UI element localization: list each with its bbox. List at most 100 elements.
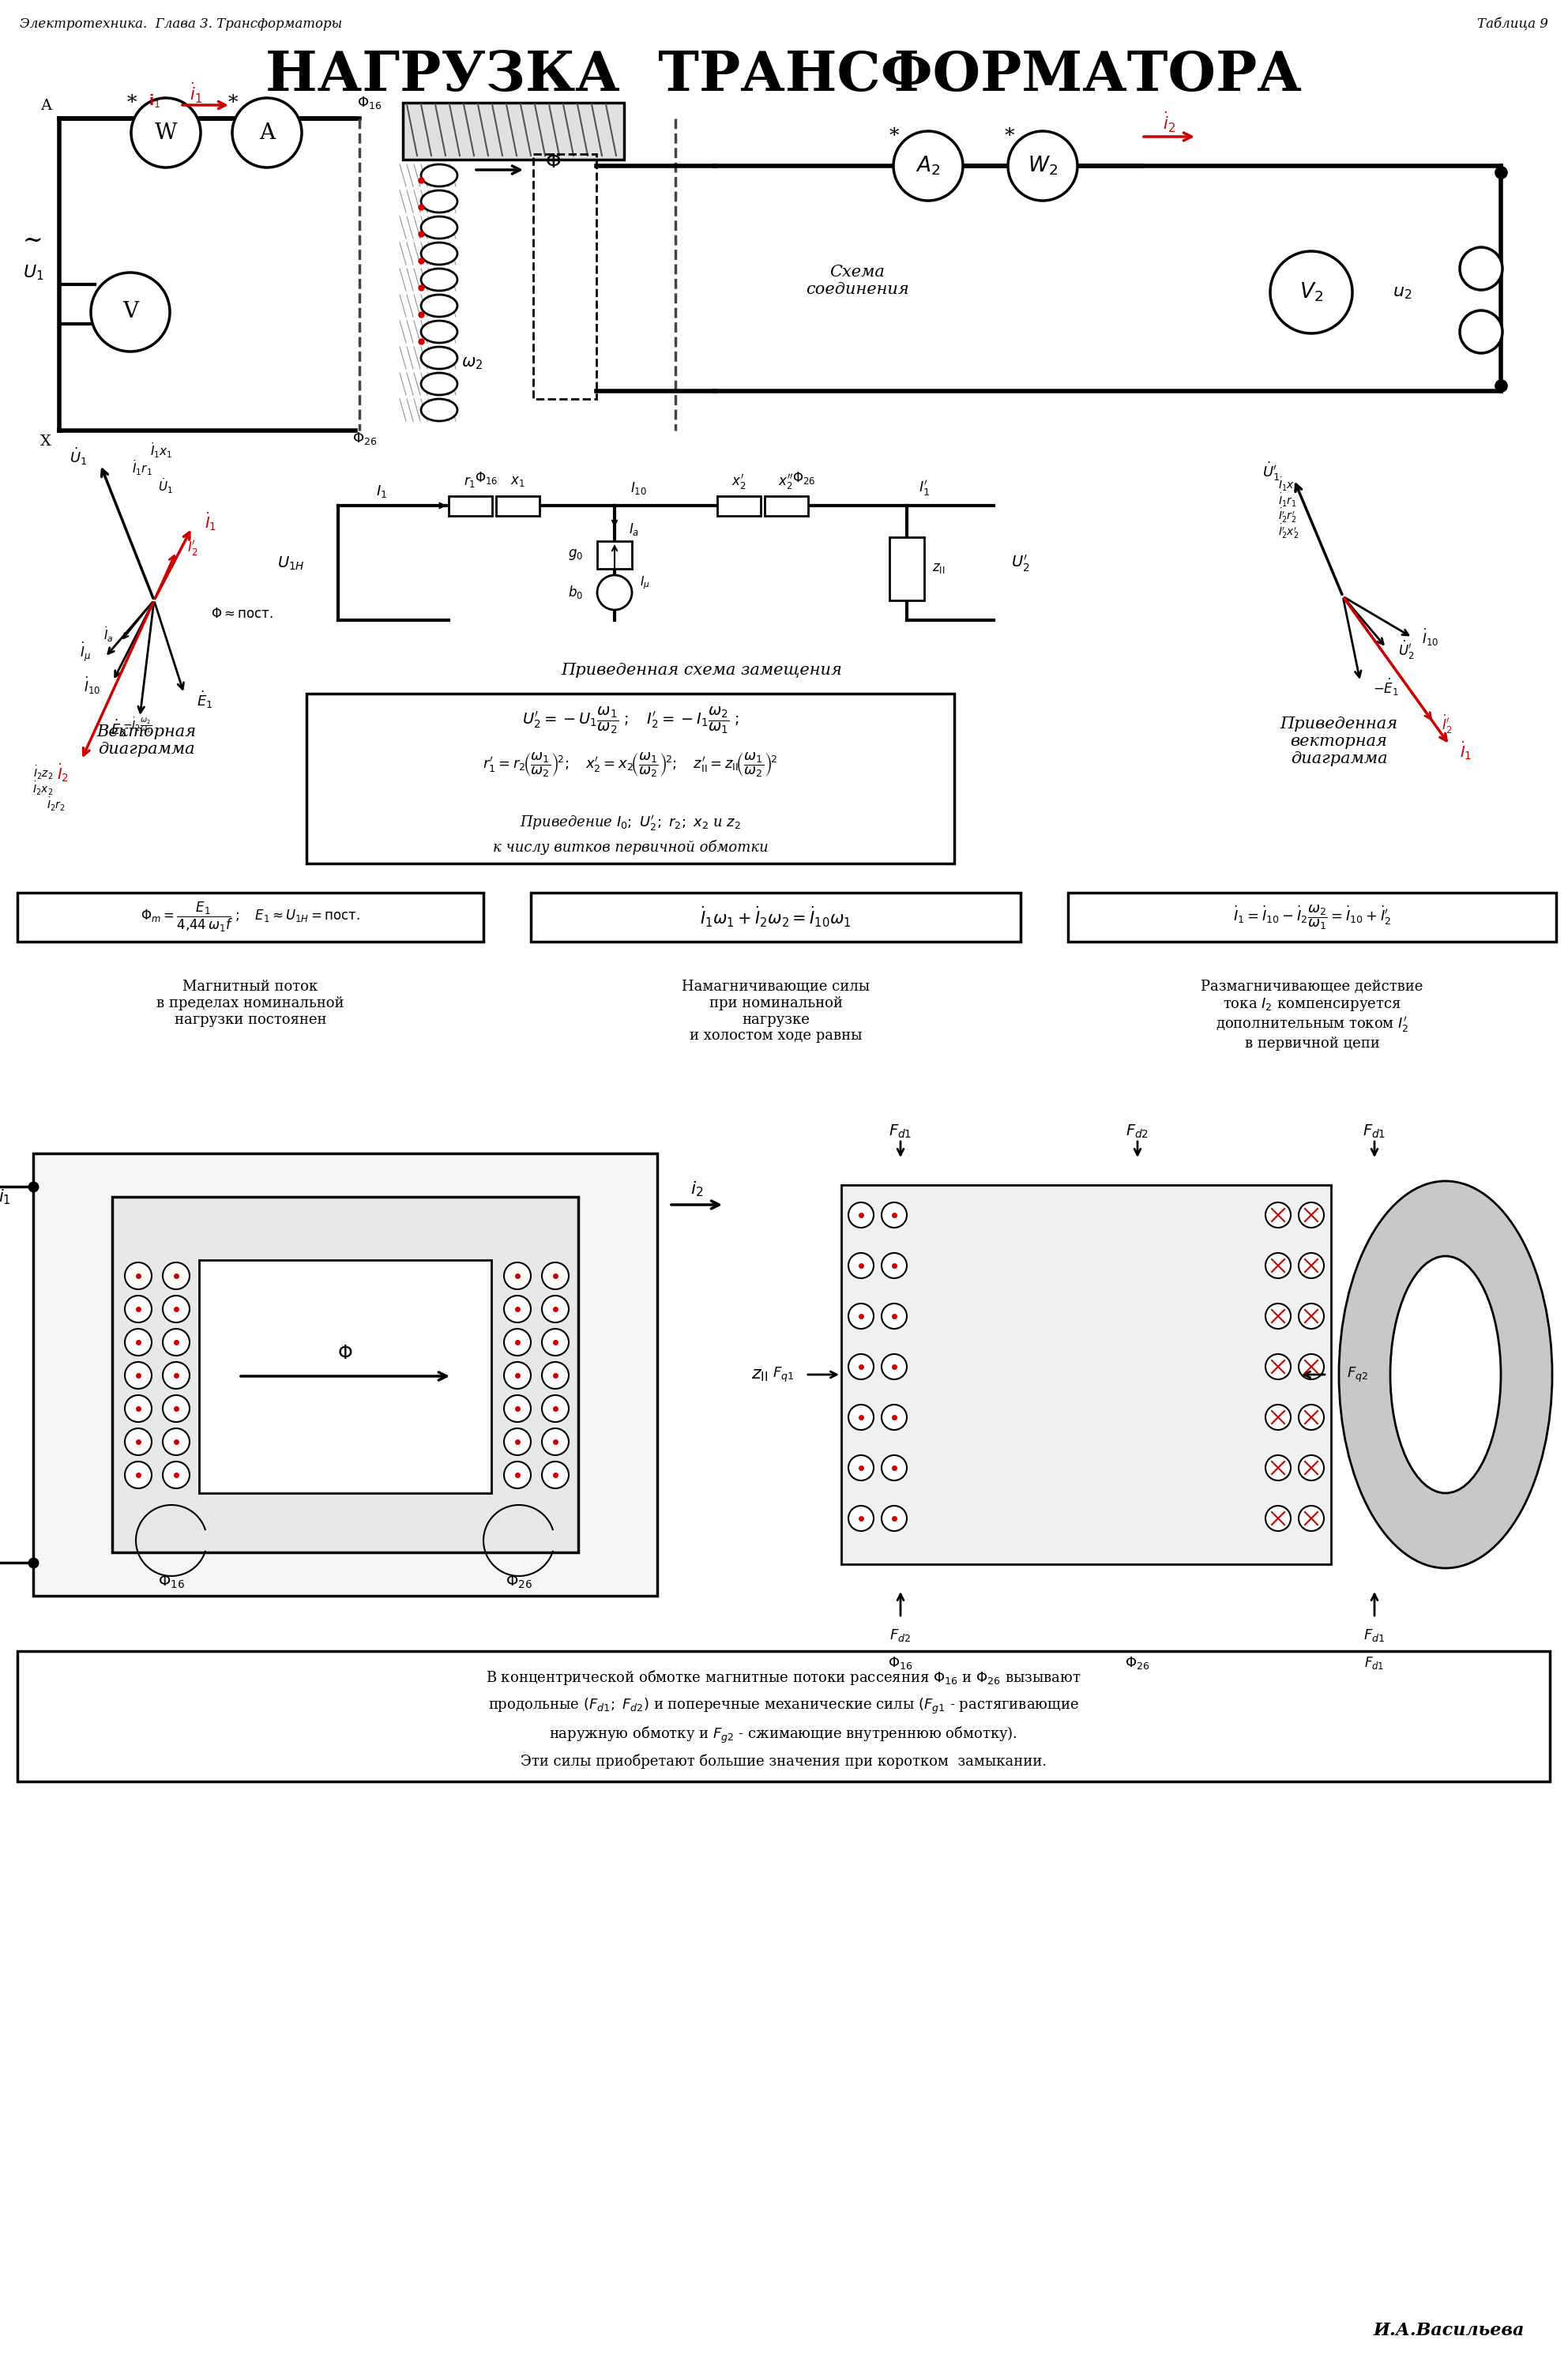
Circle shape bbox=[163, 1462, 190, 1488]
Circle shape bbox=[503, 1263, 532, 1289]
Text: $i_2$: $i_2$ bbox=[690, 1180, 702, 1199]
Text: $\dot{I}_1 r_1$: $\dot{I}_1 r_1$ bbox=[1278, 491, 1297, 510]
Text: A: A bbox=[259, 121, 274, 142]
Text: $\dot{I}_a$: $\dot{I}_a$ bbox=[103, 626, 113, 645]
Circle shape bbox=[1460, 310, 1502, 353]
Circle shape bbox=[163, 1396, 190, 1422]
Text: $\dot{I}_2 z_2$: $\dot{I}_2 z_2$ bbox=[33, 763, 53, 782]
Circle shape bbox=[1265, 1455, 1290, 1481]
Text: $A_2$: $A_2$ bbox=[916, 154, 941, 178]
Text: Размагничивающее действие
тока $I_2$ компенсируется
дополнительным током $I_2'$
: Размагничивающее действие тока $I_2$ ком… bbox=[1201, 979, 1424, 1050]
Text: $\dot{I}_1$: $\dot{I}_1$ bbox=[1460, 739, 1472, 761]
Text: $U_{1H}$: $U_{1H}$ bbox=[278, 555, 304, 571]
Circle shape bbox=[1298, 1405, 1323, 1429]
Ellipse shape bbox=[422, 268, 458, 292]
Text: $\dot{I}_{10}$: $\dot{I}_{10}$ bbox=[1422, 628, 1438, 647]
Circle shape bbox=[848, 1304, 873, 1330]
Ellipse shape bbox=[422, 346, 458, 370]
Text: НАГРУЗКА  ТРАНСФОРМАТОРА: НАГРУЗКА ТРАНСФОРМАТОРА bbox=[265, 50, 1301, 102]
Text: $\dot{I}_2$: $\dot{I}_2$ bbox=[56, 761, 69, 784]
Circle shape bbox=[1460, 246, 1502, 289]
Circle shape bbox=[543, 1462, 569, 1488]
Text: W: W bbox=[155, 121, 177, 142]
Text: $\dot{I}_1 x_1$: $\dot{I}_1 x_1$ bbox=[1278, 476, 1298, 493]
Text: A: A bbox=[41, 100, 52, 114]
Text: Магнитный поток
в пределах номинальной
нагрузки постоянен: Магнитный поток в пределах номинальной н… bbox=[157, 979, 345, 1026]
Bar bbox=[597, 540, 632, 569]
Text: В концентрической обмотке магнитные потоки рассеяния $\Phi_{16}$ и $\Phi_{26}$ в: В концентрической обмотке магнитные пото… bbox=[486, 1668, 1082, 1687]
Text: *: * bbox=[227, 92, 238, 111]
Circle shape bbox=[597, 576, 632, 609]
Bar bbox=[717, 495, 760, 517]
Ellipse shape bbox=[422, 242, 458, 265]
Circle shape bbox=[1265, 1304, 1290, 1330]
Bar bbox=[448, 495, 492, 517]
Text: $\omega_2$: $\omega_2$ bbox=[461, 356, 483, 372]
Circle shape bbox=[163, 1429, 190, 1455]
Bar bbox=[113, 1197, 579, 1552]
Text: $\Phi_{16}$: $\Phi_{16}$ bbox=[358, 95, 383, 111]
Text: Приведенная схема замещения: Приведенная схема замещения bbox=[561, 661, 842, 678]
Text: $F_{d2}$: $F_{d2}$ bbox=[889, 1628, 911, 1642]
Text: $-\dot{I}_2\frac{\omega_2}{\omega_1}$: $-\dot{I}_2\frac{\omega_2}{\omega_1}$ bbox=[122, 716, 152, 735]
Circle shape bbox=[125, 1363, 152, 1389]
Text: $\dot{E}_2$: $\dot{E}_2$ bbox=[110, 718, 127, 739]
Bar bbox=[17, 893, 483, 941]
Bar bbox=[765, 495, 808, 517]
Text: $\dot{I}_2' x_2'$: $\dot{I}_2' x_2'$ bbox=[1278, 524, 1298, 540]
Ellipse shape bbox=[422, 190, 458, 213]
Circle shape bbox=[1298, 1202, 1323, 1228]
Text: $\dot{I}_{10}$: $\dot{I}_{10}$ bbox=[83, 675, 100, 697]
Text: $\Phi_{16}$: $\Phi_{16}$ bbox=[475, 469, 499, 486]
Text: продольные $(F_{d1};\ F_{d2})$ и поперечные механические силы $(F_{g1}$ - растяг: продольные $(F_{d1};\ F_{d2})$ и попереч… bbox=[488, 1697, 1079, 1716]
Ellipse shape bbox=[1339, 1180, 1552, 1569]
Ellipse shape bbox=[422, 398, 458, 422]
Circle shape bbox=[1298, 1254, 1323, 1277]
Circle shape bbox=[1298, 1304, 1323, 1330]
Circle shape bbox=[848, 1353, 873, 1379]
Text: $\dot{U}_1$: $\dot{U}_1$ bbox=[69, 446, 86, 467]
Circle shape bbox=[848, 1505, 873, 1531]
Text: $u_2$: $u_2$ bbox=[1392, 284, 1411, 301]
Text: $\Phi_{16}$: $\Phi_{16}$ bbox=[158, 1574, 185, 1590]
Circle shape bbox=[848, 1202, 873, 1228]
Ellipse shape bbox=[1391, 1256, 1501, 1493]
Bar bbox=[842, 1185, 1331, 1564]
Text: наружную обмотку и $F_{g2}$ - сжимающие внутреннюю обмотку).: наружную обмотку и $F_{g2}$ - сжимающие … bbox=[549, 1725, 1018, 1744]
Circle shape bbox=[132, 97, 201, 168]
Text: *: * bbox=[1005, 128, 1014, 147]
Text: $I_1$: $I_1$ bbox=[376, 483, 387, 500]
Text: Векторная
диаграмма: Векторная диаграмма bbox=[96, 725, 196, 758]
Text: $\Phi$: $\Phi$ bbox=[546, 152, 561, 171]
Circle shape bbox=[1298, 1353, 1323, 1379]
Circle shape bbox=[543, 1330, 569, 1356]
Circle shape bbox=[1008, 130, 1077, 201]
Text: Схема
соединения: Схема соединения bbox=[806, 265, 909, 296]
Circle shape bbox=[503, 1396, 532, 1422]
Text: Намагничивающие силы
при номинальной
нагрузке
и холостом ходе равны: Намагничивающие силы при номинальной наг… bbox=[682, 979, 870, 1043]
Text: $\dot{E}_1$: $\dot{E}_1$ bbox=[196, 690, 213, 711]
Circle shape bbox=[881, 1505, 906, 1531]
Circle shape bbox=[125, 1429, 152, 1455]
Circle shape bbox=[848, 1455, 873, 1481]
Circle shape bbox=[125, 1296, 152, 1322]
Bar bbox=[889, 538, 924, 600]
Circle shape bbox=[163, 1263, 190, 1289]
Text: $\dot{i}_1$: $\dot{i}_1$ bbox=[190, 81, 202, 104]
Text: *: * bbox=[127, 92, 136, 111]
Text: $\Phi_{16}$: $\Phi_{16}$ bbox=[887, 1654, 913, 1671]
Text: $\dot{I}_1 r_1$: $\dot{I}_1 r_1$ bbox=[132, 457, 152, 476]
Text: *: * bbox=[889, 128, 898, 147]
Text: $-\dot{E}_1$: $-\dot{E}_1$ bbox=[1374, 678, 1399, 697]
Bar bbox=[17, 1652, 1549, 1782]
Text: к числу витков первичной обмотки: к числу витков первичной обмотки bbox=[492, 841, 768, 856]
Text: $\Phi$: $\Phi$ bbox=[337, 1346, 353, 1363]
Circle shape bbox=[125, 1396, 152, 1422]
Text: $\dot{I}_2' r_2'$: $\dot{I}_2' r_2'$ bbox=[1278, 507, 1297, 524]
Text: $U_2'$: $U_2'$ bbox=[1011, 552, 1030, 574]
Bar bbox=[199, 1261, 491, 1493]
Text: $U_2' = -U_1\dfrac{\omega_1}{\omega_2}\;;$$\quad I_2' = -I_1\dfrac{\omega_2}{\om: $U_2' = -U_1\dfrac{\omega_1}{\omega_2}\;… bbox=[522, 706, 739, 735]
Text: $\Phi\approx\text{пост.}$: $\Phi\approx\text{пост.}$ bbox=[212, 609, 273, 621]
Circle shape bbox=[881, 1405, 906, 1429]
Text: $i_1$: $i_1$ bbox=[0, 1187, 11, 1206]
